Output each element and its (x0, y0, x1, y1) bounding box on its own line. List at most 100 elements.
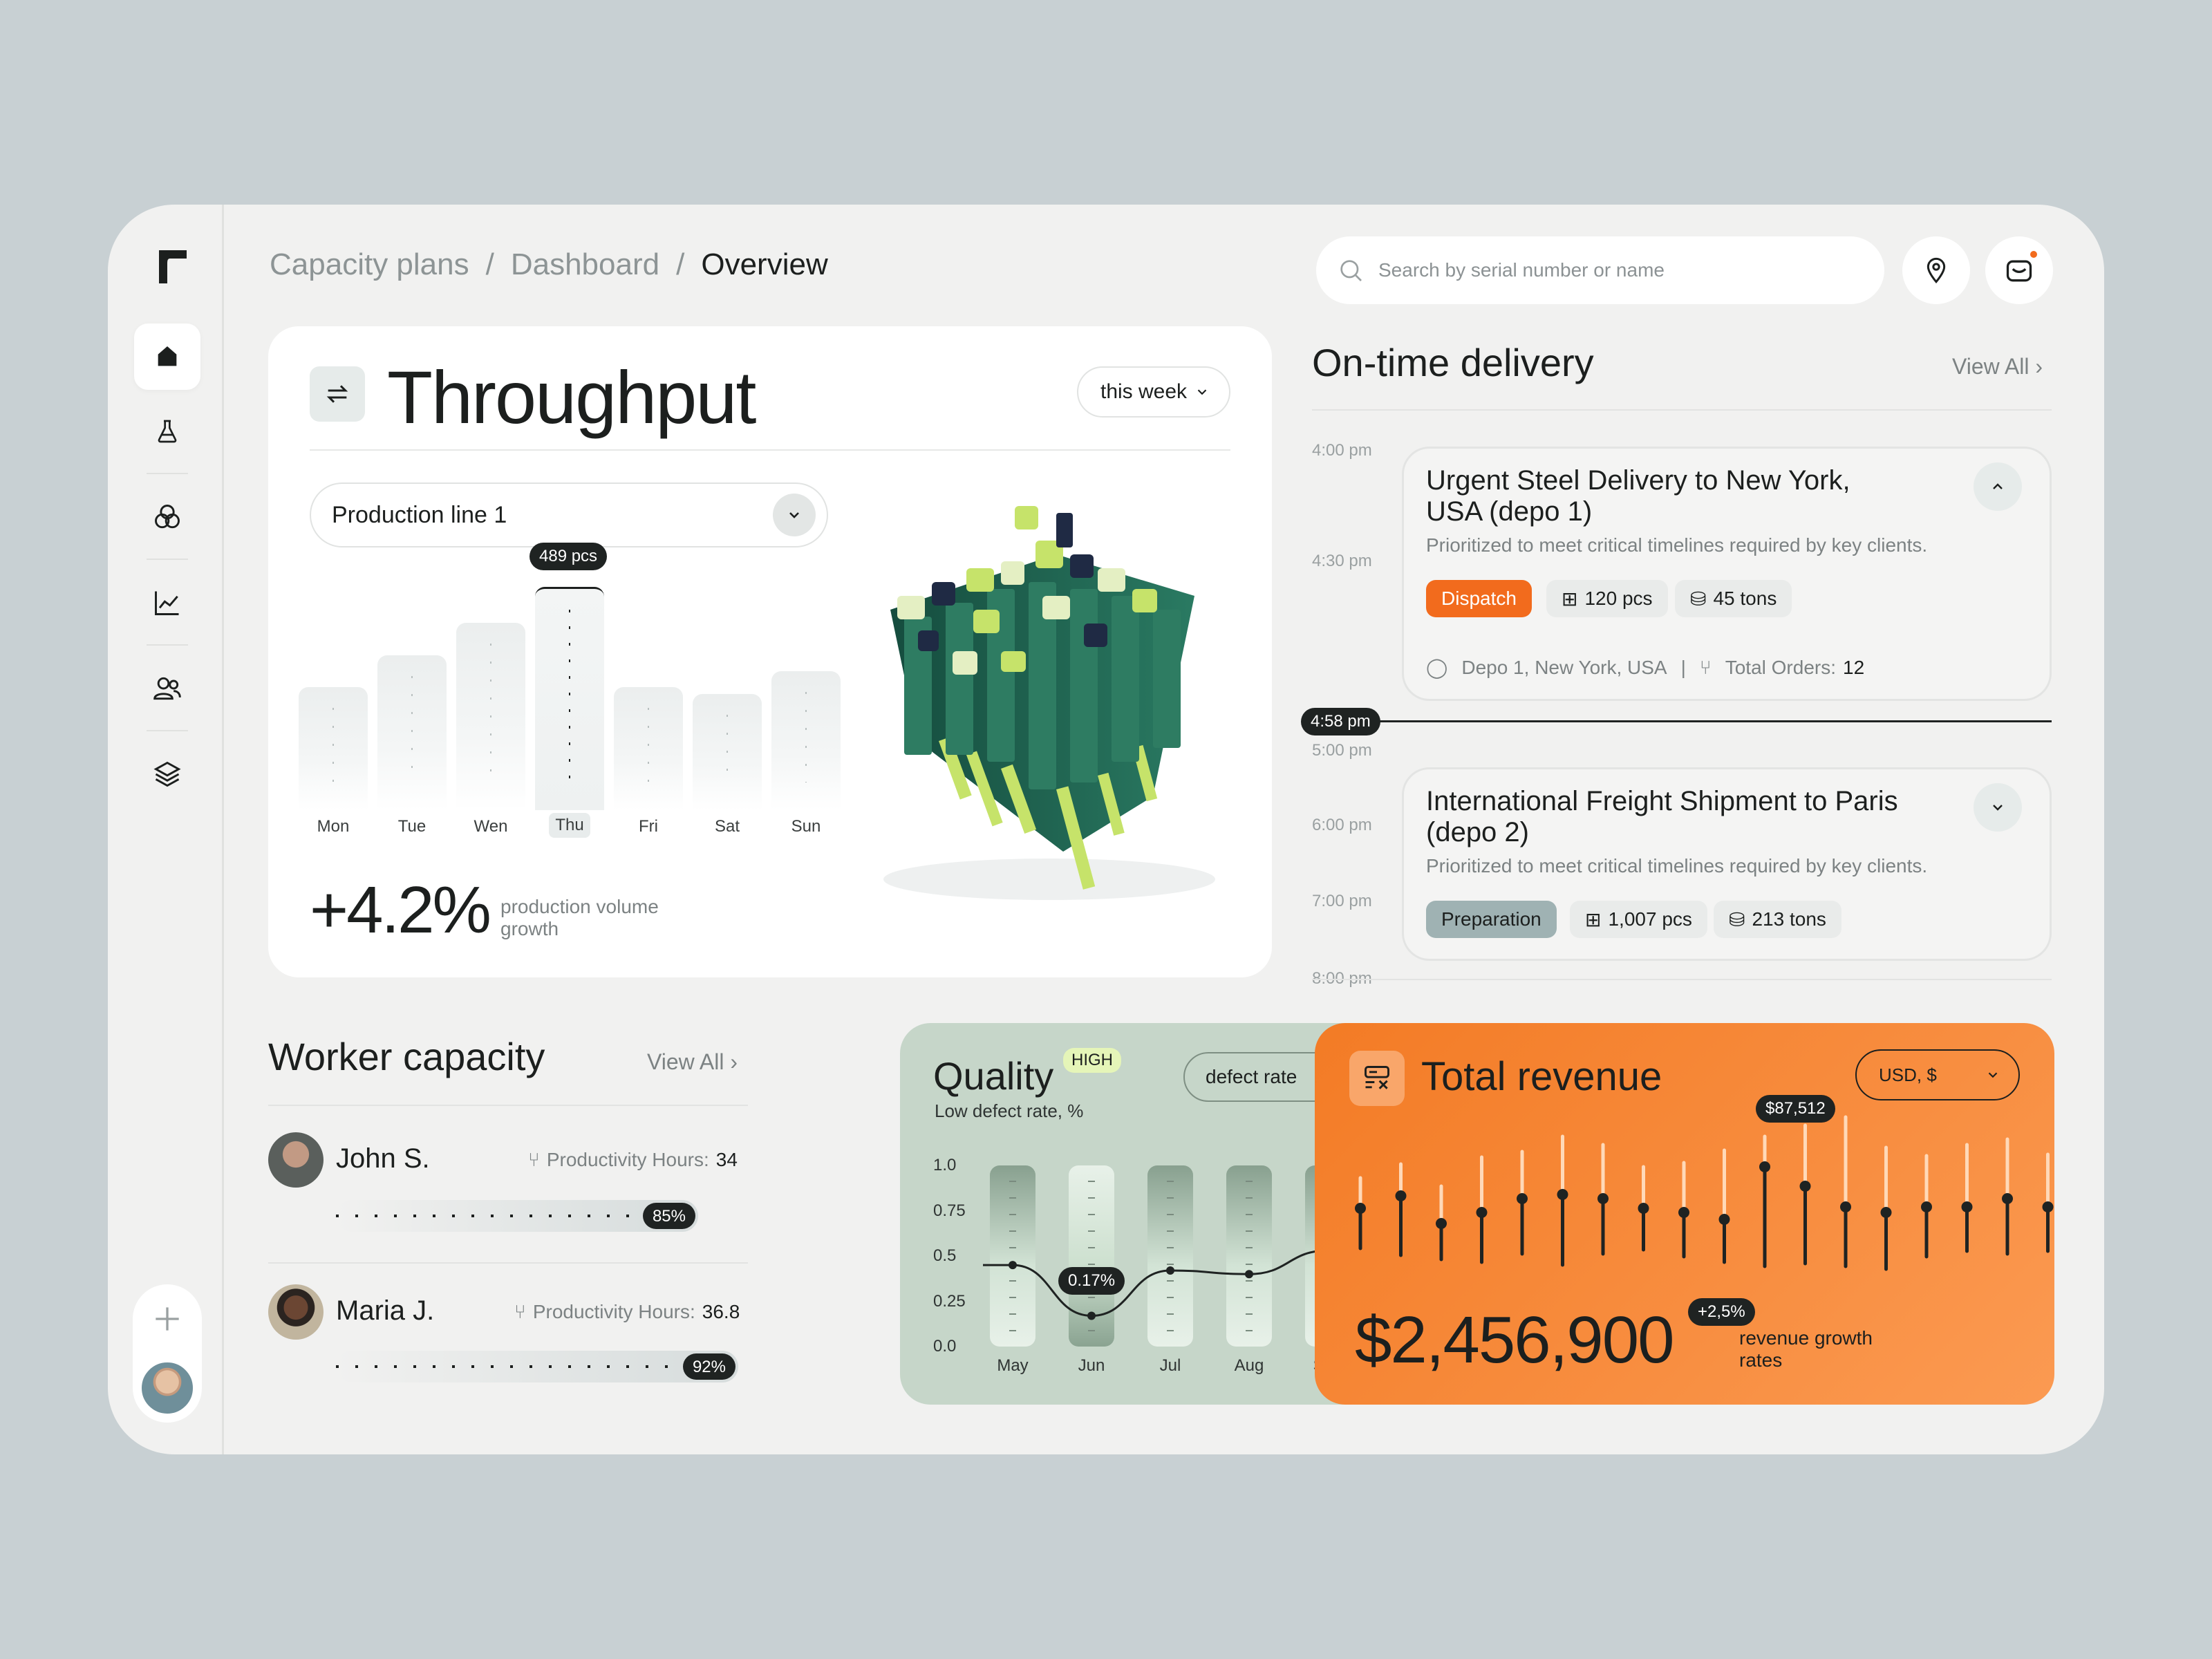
revenue-slider (1718, 1148, 1730, 1264)
quality-line-svg (983, 1246, 1357, 1320)
revenue-slider (1678, 1161, 1689, 1259)
breadcrumb: Capacity plans / Dashboard / Overview (270, 247, 828, 282)
y-tick-label: 0.5 (933, 1246, 957, 1265)
revenue-slider (1476, 1155, 1488, 1264)
bar-dots (490, 644, 491, 782)
revenue-slider (1395, 1162, 1407, 1257)
user-avatar[interactable] (140, 1360, 195, 1416)
quality-column[interactable] (1226, 1165, 1272, 1347)
app-window: Capacity plans / Dashboard / Overview Se… (108, 205, 2104, 1454)
tons-value: 45 tons (1713, 588, 1777, 609)
throughput-bar[interactable] (614, 686, 683, 810)
throughput-bar[interactable] (456, 623, 525, 810)
delivery-location: Depo 1, New York, USA (1461, 656, 1667, 678)
quality-tooltip: 0.17% (1058, 1267, 1125, 1295)
throughput-bar[interactable] (693, 693, 762, 810)
branch-icon: ⑂ (514, 1301, 526, 1322)
throughput-bar[interactable] (377, 655, 447, 810)
production-line-value: Production line 1 (332, 501, 507, 528)
revenue-slider (2042, 1152, 2054, 1253)
expand-button[interactable] (1974, 783, 2022, 832)
divider (268, 1105, 748, 1106)
capacity-bar: 85% (336, 1200, 698, 1232)
delivery-card[interactable]: Urgent Steel Delivery to New York, USA (… (1402, 447, 2052, 701)
column-dashes (1246, 1181, 1253, 1331)
x-tick-label: Aug (1234, 1356, 1264, 1375)
time-label: 4:30 pm (1312, 552, 1372, 570)
tons-value: 213 tons (1752, 908, 1826, 930)
weight-icon: ⛁ (1729, 908, 1745, 930)
collapse-button[interactable] (1974, 462, 2022, 511)
current-time-line (1351, 720, 2052, 722)
bar-tooltip: 489 pcs (529, 543, 608, 571)
revenue-slider (1880, 1145, 1892, 1271)
quality-point (1009, 1261, 1017, 1270)
quality-column[interactable] (990, 1165, 1035, 1347)
bar-dots (805, 691, 807, 782)
quality-point (1245, 1270, 1253, 1279)
status-badge: Dispatch (1426, 580, 1532, 617)
nav-users-icon[interactable] (134, 655, 200, 722)
day-label: Tue (397, 817, 427, 836)
meta-separator: | (1680, 656, 1686, 678)
y-tick-label: 0.0 (933, 1337, 957, 1356)
productivity-hours: 34 (715, 1149, 738, 1170)
swap-icon[interactable] (310, 366, 365, 422)
chevron-down-icon (773, 494, 816, 536)
tons-tag: ⛁ 213 tons (1714, 901, 1841, 938)
capacity-bar: 92% (336, 1351, 738, 1382)
worker-name: Maria J. (336, 1295, 435, 1326)
avatar[interactable] (268, 1284, 324, 1340)
revenue-slider (1961, 1143, 1973, 1253)
time-label: 8:00 pm (1312, 969, 1372, 988)
revenue-slider (2002, 1137, 2013, 1256)
add-icon[interactable] (153, 1305, 181, 1333)
revenue-slider (1597, 1143, 1609, 1256)
nav-circles-icon[interactable] (134, 484, 200, 550)
production-line-select[interactable]: Production line 1 (310, 482, 828, 547)
currency-select[interactable]: USD, $ (1855, 1049, 2020, 1100)
throughput-bar[interactable] (299, 686, 368, 810)
quality-column[interactable] (1147, 1165, 1193, 1347)
revenue-slider (1557, 1134, 1568, 1267)
chevron-right-icon: › (2035, 354, 2043, 379)
revenue-slider (1436, 1184, 1447, 1262)
period-select[interactable]: this week (1077, 366, 1230, 418)
breadcrumb-capacity-plans[interactable]: Capacity plans (270, 247, 469, 281)
divider (310, 449, 1230, 451)
search-input[interactable]: Search by serial number or name (1316, 236, 1884, 304)
throughput-bar[interactable] (535, 587, 604, 810)
quality-point (1087, 1311, 1096, 1320)
avatar[interactable] (268, 1132, 324, 1188)
time-label: 6:00 pm (1312, 816, 1372, 834)
location-pin-icon: ◯ (1426, 657, 1448, 678)
nav-chart-icon[interactable] (134, 570, 200, 636)
capacity-bar-dots (336, 1215, 640, 1217)
box-icon: ⊞ (1562, 588, 1578, 610)
view-all-label: View All (647, 1049, 724, 1074)
day-label: Sun (791, 817, 821, 836)
divider (1312, 979, 2052, 980)
x-tick-label: Jul (1159, 1356, 1181, 1375)
delivery-view-all-link[interactable]: View All › (1952, 354, 2043, 379)
nav-layers-icon[interactable] (134, 741, 200, 807)
nav-flask-icon[interactable] (134, 398, 200, 465)
revenue-peak-tooltip: $87,512 (1756, 1095, 1835, 1123)
workers-view-all-link[interactable]: View All › (647, 1049, 738, 1075)
y-tick-label: 0.25 (933, 1291, 966, 1311)
nav-home-icon[interactable] (134, 324, 200, 390)
quality-subtitle: Low defect rate, % (935, 1100, 1084, 1121)
notification-dot (2028, 249, 2039, 260)
location-button[interactable] (1902, 236, 1970, 304)
sidebar-bottom-panel (133, 1284, 202, 1423)
day-label: Mon (317, 817, 350, 836)
quality-point (1166, 1266, 1174, 1275)
chevron-right-icon: › (730, 1049, 738, 1074)
throughput-bar[interactable] (771, 671, 841, 810)
productivity-hours: 36.8 (702, 1301, 740, 1322)
delivery-card[interactable]: International Freight Shipment to Paris … (1402, 767, 2052, 961)
breadcrumb-dashboard[interactable]: Dashboard (510, 247, 660, 281)
revenue-slider (1355, 1176, 1366, 1250)
quality-card: Quality HIGH Low defect rate, % defect r… (900, 1023, 1380, 1405)
notifications-button[interactable] (1985, 236, 2053, 304)
